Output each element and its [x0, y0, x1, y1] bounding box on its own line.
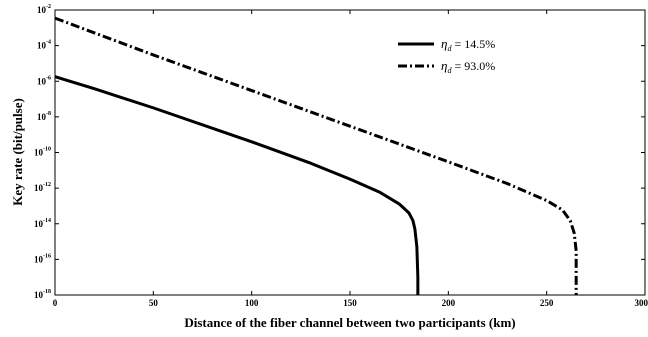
legend-label-2: ηd = 93.0% [441, 58, 495, 75]
x-axis-ticks: 0 50 100 150 200 250 300 [53, 10, 648, 308]
y-axis-ticks: 10-2 10-4 10-6 10-8 10-10 10-12 10-14 10-16 10-1… [34, 4, 645, 300]
y-tick-label: 10-8 [37, 111, 51, 122]
y-tick-label: 10-12 [34, 182, 51, 193]
series-layer [54, 16, 578, 295]
y-tick-label: 10-6 [37, 75, 51, 86]
legend: ηd = 14.5% ηd = 93.0% [398, 36, 495, 75]
x-tick-label: 150 [343, 298, 357, 308]
x-tick-label: 250 [540, 298, 554, 308]
x-tick-label: 0 [53, 298, 58, 308]
y-axis-label: Key rate (bit/pulse) [10, 98, 25, 206]
plot-frame [54, 9, 646, 296]
series-line-1 [54, 75, 420, 295]
y-tick-label: 10-14 [34, 218, 51, 229]
y-tick-label: 10-10 [34, 147, 51, 158]
y-tick-label: 10-18 [34, 289, 51, 300]
series-line-2 [54, 16, 578, 295]
x-axis-label: Distance of the fiber channel between tw… [184, 315, 515, 330]
y-tick-label: 10-4 [37, 40, 51, 51]
y-tick-label: 10-2 [37, 4, 51, 15]
x-tick-label: 50 [149, 298, 159, 308]
legend-label-1: ηd = 14.5% [441, 36, 495, 53]
x-tick-label: 100 [245, 298, 259, 308]
x-tick-label: 300 [635, 298, 648, 308]
x-tick-label: 200 [442, 298, 456, 308]
y-tick-label: 10-16 [34, 253, 51, 264]
